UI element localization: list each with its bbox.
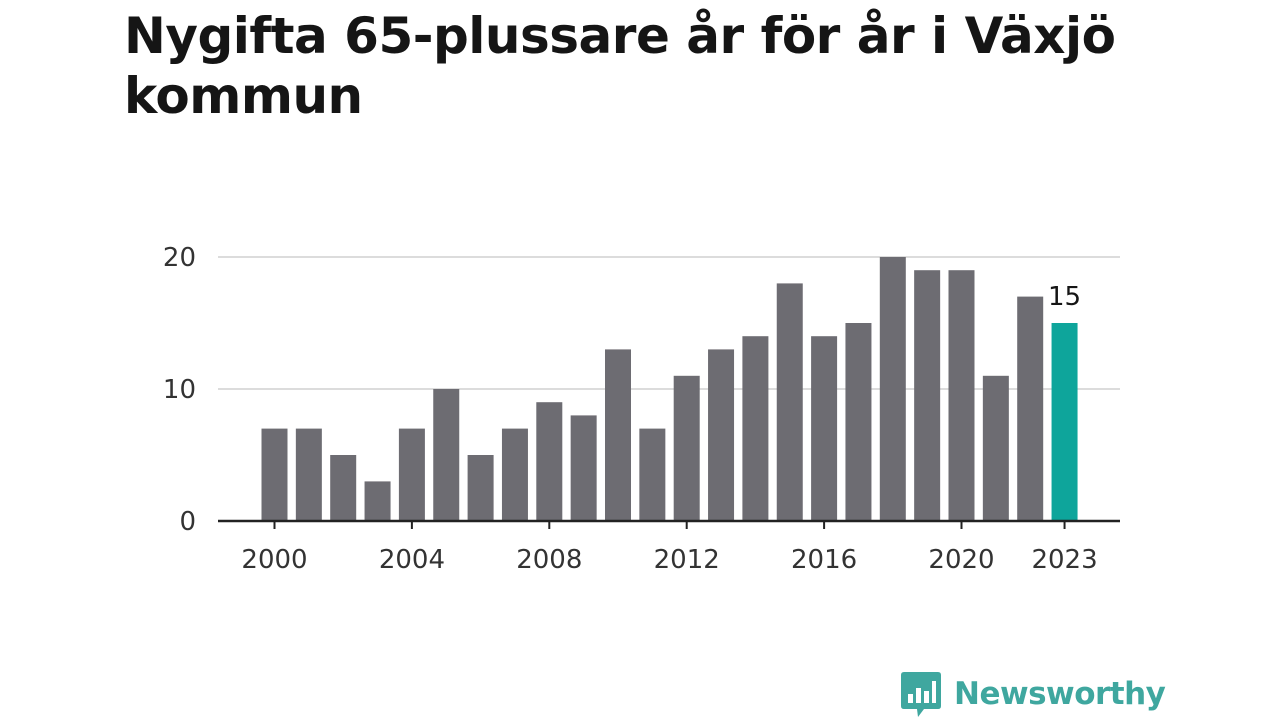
bar [776, 283, 803, 521]
bar [605, 349, 631, 521]
y-tick-label: 0 [179, 507, 196, 537]
bar [982, 375, 1009, 521]
x-tick-label: 2023 [1031, 545, 1097, 575]
labels: 0 10 20 2000 2004 2008 2012 2016 2020 2023 15 [163, 243, 1098, 575]
bar [708, 349, 735, 521]
axes [218, 519, 1120, 529]
bar-chart: 0 10 20 2000 2004 2008 2012 2016 2020 2023 15 [163, 243, 1120, 575]
x-tick-label: 2020 [928, 545, 994, 575]
bar [501, 428, 528, 521]
bar [639, 428, 666, 521]
bar [261, 428, 288, 521]
bar [433, 389, 460, 521]
bar [1017, 296, 1044, 521]
x-tick-label: 2004 [379, 545, 445, 575]
bar [467, 455, 494, 521]
bar [879, 257, 906, 521]
x-tick-label: 2000 [241, 545, 307, 575]
bar [1051, 323, 1078, 521]
bar [742, 336, 769, 521]
bar [364, 481, 391, 521]
data-label: 15 [1048, 282, 1081, 312]
x-tick-label: 2008 [516, 545, 582, 575]
bars [261, 257, 1078, 521]
brand-name: Newsworthy [954, 676, 1166, 712]
bar [295, 428, 322, 521]
x-tick-label: 2012 [654, 545, 720, 575]
bar [398, 428, 425, 521]
y-tick-label: 10 [163, 375, 196, 405]
bar [673, 375, 700, 521]
bar [914, 270, 941, 521]
chart-title: Nygifta 65-plussare år för år i Växjö ko… [124, 7, 1116, 125]
bar [811, 336, 838, 521]
bar-chart-speech-bubble-icon [901, 672, 941, 717]
bar [536, 402, 563, 521]
gridlines [218, 256, 1120, 390]
x-tick-label: 2016 [791, 545, 857, 575]
bar [570, 415, 597, 521]
bar [845, 323, 872, 521]
bar [948, 270, 975, 521]
newsworthy-logo[interactable]: Newsworthy [900, 670, 1166, 718]
y-tick-label: 20 [163, 243, 196, 273]
bar [330, 455, 357, 521]
